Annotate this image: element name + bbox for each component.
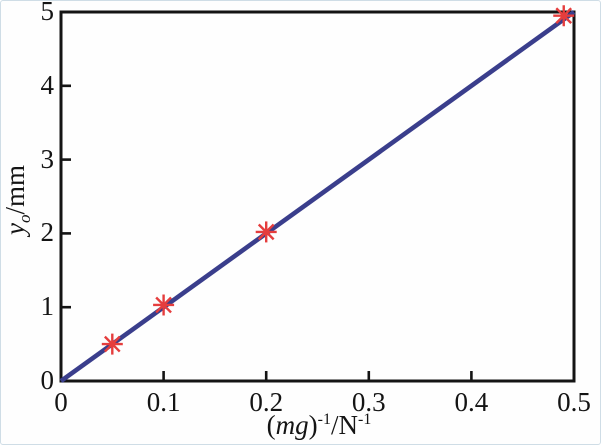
y-axis-label-variable: y	[0, 223, 30, 235]
data-point-marker	[255, 221, 277, 243]
x-axis-label-variable: mg	[275, 410, 309, 440]
data-point-marker	[101, 333, 123, 355]
x-axis-label: (mg)-1/N-1	[267, 411, 372, 444]
fit-line	[59, 10, 576, 383]
y-axis-label-subscript: o	[15, 214, 34, 224]
y-axis-label: yo/mm	[0, 165, 34, 235]
marker-arm	[555, 7, 573, 24]
x-tick-label: 0.3	[351, 387, 386, 417]
y-tick-label: 2	[40, 217, 55, 248]
marker-arm	[103, 335, 121, 353]
x-tick-label: 0	[54, 387, 68, 417]
x-axis-label-exponent: -1	[317, 411, 331, 428]
marker-arm	[257, 223, 275, 241]
x-tick-label: 0.2	[249, 387, 284, 417]
y-tick-label: 4	[40, 69, 55, 100]
x-axis-label-close: )	[308, 410, 318, 440]
data-point-marker	[553, 5, 575, 27]
y-tick-label: 0	[40, 364, 55, 395]
marker-arm	[155, 296, 172, 314]
x-tick-label: 0.5	[557, 387, 591, 417]
y-tick-label: 5	[40, 0, 55, 26]
x-axis-label-open: (	[266, 410, 276, 440]
x-tick-label: 0.4	[454, 387, 489, 417]
y-axis-label-unit: /mm	[0, 165, 30, 215]
y-tick-label: 1	[40, 291, 55, 322]
y-tick-label: 3	[40, 143, 55, 174]
x-axis-label-unit-exponent: -1	[358, 411, 372, 428]
axes-box	[59, 10, 576, 383]
x-tick-label: 0.1	[146, 387, 181, 417]
data-point-marker	[153, 294, 175, 316]
x-axis-label-unit: /N	[331, 410, 358, 440]
